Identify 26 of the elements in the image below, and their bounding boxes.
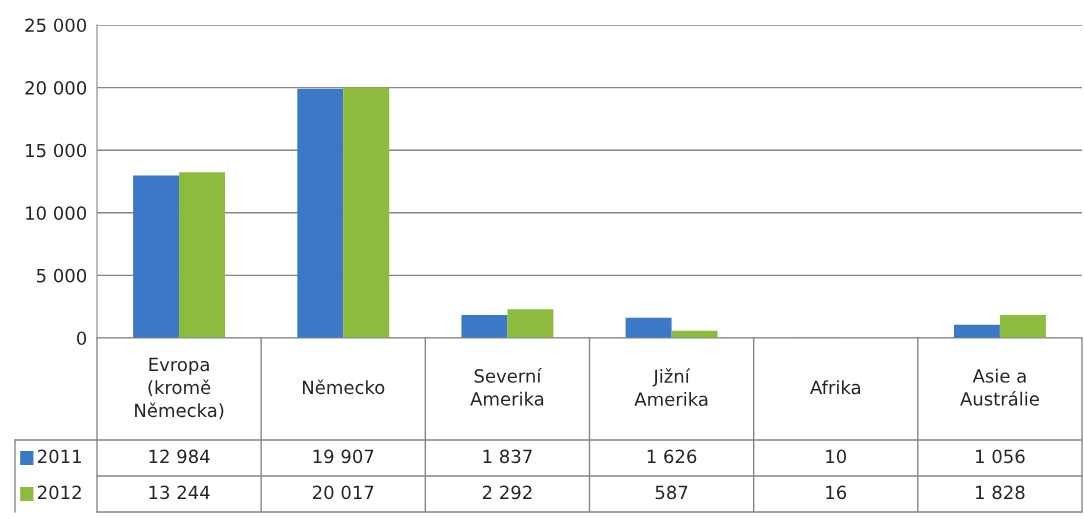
data-label: 587 — [655, 485, 688, 500]
data-label: 19 907 — [313, 449, 374, 464]
x-tick-label: Severní Amerika — [470, 368, 544, 406]
data-label: 16 — [826, 485, 847, 500]
data-label: 1 626 — [647, 449, 697, 464]
x-tick-label: Asie a Austrálie — [960, 368, 1039, 406]
data-label: 1 837 — [483, 449, 532, 464]
data-label: 13 244 — [149, 485, 210, 500]
legend-label: 2011 — [37, 449, 81, 464]
x-tick-label: Afrika — [810, 380, 860, 395]
y-tick-label: 10 000 — [26, 206, 87, 220]
data-label: 1 056 — [976, 449, 1025, 464]
x-tick-label: Evropa (kromě Německa) — [135, 357, 224, 420]
data-label: 1 828 — [976, 485, 1025, 500]
y-tick-label: 25 000 — [25, 18, 87, 33]
x-tick-label: Jižní Amerika — [634, 368, 708, 407]
y-tick-label: 20 000 — [25, 81, 87, 95]
y-tick-label: 5 000 — [36, 268, 87, 283]
data-label: 2 292 — [482, 485, 532, 500]
x-tick-label: Německo — [302, 379, 385, 395]
data-label: 20 017 — [312, 485, 374, 500]
data-label: 10 — [826, 449, 847, 464]
data-label: 12 984 — [149, 449, 210, 464]
y-tick-label: 0 — [76, 331, 87, 346]
y-tick-label: 15 000 — [26, 143, 87, 158]
legend-label: 2012 — [37, 485, 81, 500]
